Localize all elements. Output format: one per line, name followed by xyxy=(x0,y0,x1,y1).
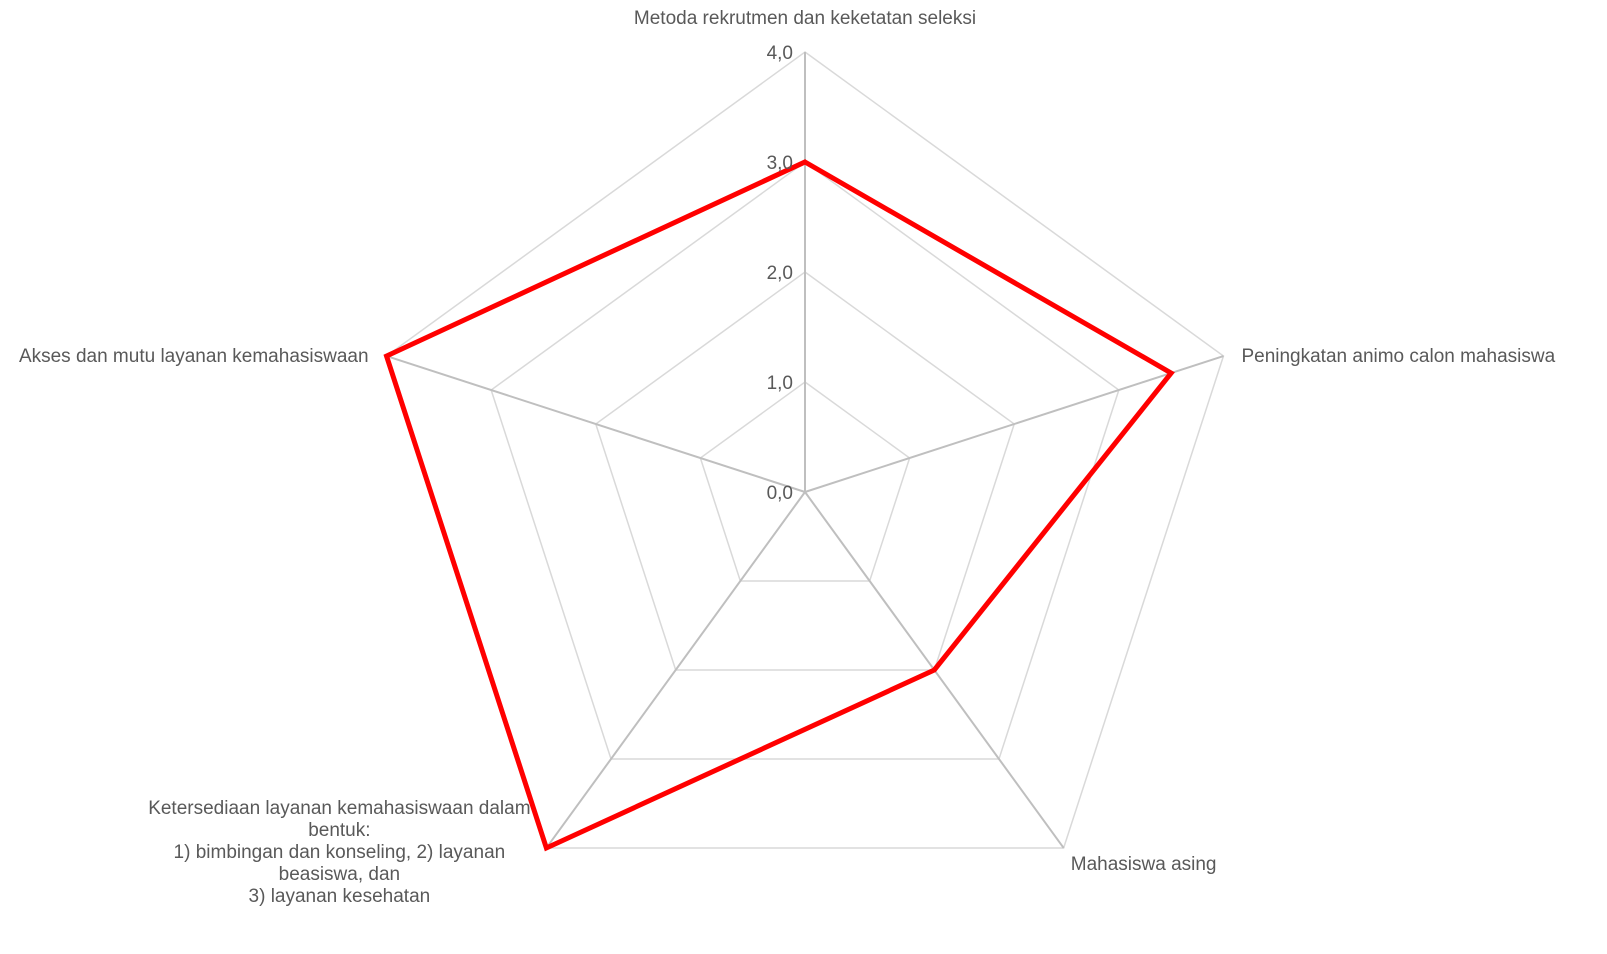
category-label: Peningkatan animo calon mahasiswa xyxy=(1241,346,1555,367)
tick-label: 2,0 xyxy=(767,263,793,284)
tick-label: 1,0 xyxy=(767,373,793,394)
category-label: Akses dan mutu layanan kemahasiswaan xyxy=(19,346,369,367)
grid-ring-3 xyxy=(490,161,1120,760)
grid-layer xyxy=(385,51,1225,849)
axis-spoke-4 xyxy=(386,355,806,493)
category-label: bentuk: xyxy=(308,820,370,841)
category-label: 3) layanan kesehatan xyxy=(249,886,431,907)
tick-label-layer: 0,0 1,0 2,0 3,0 4,0 xyxy=(767,43,793,504)
axis-spoke-3 xyxy=(545,491,806,849)
category-label: 1) bimbingan dan konseling, 2) layanan xyxy=(174,842,506,863)
series-layer xyxy=(383,159,1175,852)
category-label: Metoda rekrutmen dan keketatan seleksi xyxy=(634,8,976,29)
tick-label: 3,0 xyxy=(767,153,793,174)
grid-ring-1 xyxy=(699,381,911,582)
tick-label: 0,0 xyxy=(767,483,793,504)
grid-ring-4 xyxy=(385,51,1225,849)
axis-spoke-1 xyxy=(804,355,1224,493)
category-label: beasiswa, dan xyxy=(279,864,400,885)
series-line-0 xyxy=(383,159,1175,852)
category-label: Ketersediaan layanan kemahasiswaan dalam xyxy=(148,798,530,819)
category-label-layer: Metoda rekrutmen dan keketatan seleksi Pe… xyxy=(19,8,1556,907)
tick-label: 4,0 xyxy=(767,43,793,64)
grid-ring-2 xyxy=(594,271,1016,671)
category-label: Mahasiswa asing xyxy=(1071,854,1217,875)
